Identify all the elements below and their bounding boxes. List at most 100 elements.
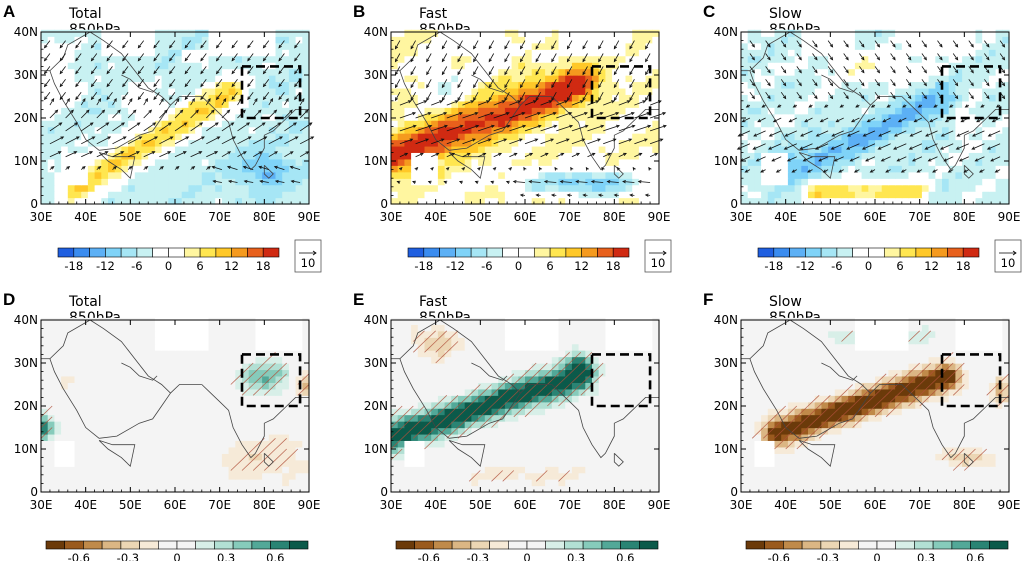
coastlines [741, 319, 1009, 467]
x-tick-label: 70E [208, 210, 231, 224]
x-tick-label: 30E [30, 498, 53, 512]
flux-vectors [394, 40, 667, 197]
region-box [240, 65, 302, 120]
x-tick-label: 60E [514, 498, 537, 512]
colorbar-label: -0.3 [467, 551, 489, 561]
colorbar-swatch [932, 540, 953, 550]
reference-vector-label: 10 [1001, 256, 1016, 270]
colorbar-label: -0.6 [768, 551, 790, 561]
x-tick-label: 70E [208, 498, 231, 512]
colorbar-swatch [783, 540, 803, 550]
colorbar-label: -18 [764, 259, 783, 273]
reference-vector: 10 [994, 239, 1022, 273]
colorbar-label: 6 [546, 259, 553, 273]
significance-hatching [41, 352, 309, 471]
colorbar-label: 18 [956, 259, 971, 273]
colorbar-label: 18 [606, 259, 621, 273]
shaded-field [391, 317, 660, 493]
colorbar-label: -12 [796, 259, 815, 273]
x-tick-label: 40E [74, 210, 97, 224]
region-box [940, 353, 1002, 408]
colorbar-label: -0.3 [817, 551, 839, 561]
colorbar-swatch [876, 540, 897, 550]
y-tick-label: 20N [14, 399, 38, 413]
x-tick-label: 40E [774, 498, 797, 512]
colorbar-label: -12 [96, 259, 115, 273]
region-box [590, 353, 652, 408]
x-tick-label: 90E [998, 210, 1021, 224]
y-tick-label: 40N [714, 25, 738, 39]
colorbar: -0.6 -0.3 0 0.3 0.6 [45, 540, 309, 561]
colorbar-swatch [612, 247, 630, 258]
colorbar-label: 0.3 [217, 551, 235, 561]
reference-vector-label: 10 [651, 256, 666, 270]
x-tick-label: 30E [380, 498, 403, 512]
x-tick-label: 70E [908, 210, 931, 224]
x-tick-label: 70E [908, 498, 931, 512]
reference-vector-label: 10 [301, 256, 316, 270]
y-tick-label: 0 [380, 485, 388, 499]
x-tick-label: 80E [253, 498, 276, 512]
y-tick-label: 30N [364, 68, 388, 82]
x-tick-label: 30E [730, 210, 753, 224]
colorbar-label: 0 [515, 259, 522, 273]
colorbar-swatch [638, 540, 659, 550]
colorbar-label: -0.6 [68, 551, 90, 561]
panel-letter: C [703, 2, 716, 21]
region-box [940, 65, 1002, 120]
colorbar: -0.6 -0.3 0 0.3 0.6 [395, 540, 659, 561]
colorbar-label: 0.6 [616, 551, 634, 561]
y-tick-label: 30N [714, 356, 738, 370]
colorbar-label: -18 [414, 259, 433, 273]
x-tick-label: 80E [253, 210, 276, 224]
colorbar-label: 12 [924, 259, 939, 273]
x-tick-label: 90E [998, 498, 1021, 512]
x-tick-label: 90E [298, 498, 321, 512]
flux-vectors [736, 40, 1006, 173]
x-tick-label: 40E [424, 498, 447, 512]
x-tick-label: 60E [864, 210, 887, 224]
colorbar-swatch [895, 540, 915, 550]
x-tick-label: 30E [730, 498, 753, 512]
coastlines [391, 31, 659, 179]
colorbar-swatch [970, 540, 990, 550]
y-tick-label: 0 [30, 485, 38, 499]
y-tick-label: 20N [364, 399, 388, 413]
x-tick-label: 30E [380, 210, 403, 224]
significance-hatching [391, 330, 604, 482]
colorbar-swatch [764, 540, 784, 550]
colorbar-label: 12 [224, 259, 239, 273]
coastlines [391, 319, 659, 467]
x-tick-label: 90E [298, 210, 321, 224]
colorbar-label: -6 [481, 259, 492, 273]
x-tick-label: 70E [558, 210, 581, 224]
colorbar-swatch [951, 540, 971, 550]
y-tick-label: 40N [364, 25, 388, 39]
panel-letter: F [703, 290, 714, 309]
coastlines [41, 31, 309, 179]
colorbar-label: 0 [173, 551, 180, 561]
colorbar-label: -0.3 [117, 551, 139, 561]
reference-vector: 10 [644, 239, 672, 273]
colorbar-label: 12 [574, 259, 589, 273]
x-tick-label: 30E [30, 210, 53, 224]
y-tick-label: 40N [14, 25, 38, 39]
panel-letter: D [3, 290, 16, 309]
reference-vector: 10 [294, 239, 322, 273]
panel-letter: B [353, 2, 366, 21]
colorbar-swatch [820, 540, 840, 550]
colorbar-swatch [914, 540, 934, 550]
colorbar: -18 -12 -6 0 6 12 18 [757, 247, 980, 273]
y-tick-label: 0 [30, 197, 38, 211]
y-tick-label: 20N [14, 111, 38, 125]
y-tick-label: 30N [714, 68, 738, 82]
colorbar-label: -6 [131, 259, 142, 273]
colorbar-label: 0.6 [266, 551, 284, 561]
x-tick-label: 50E [819, 210, 842, 224]
